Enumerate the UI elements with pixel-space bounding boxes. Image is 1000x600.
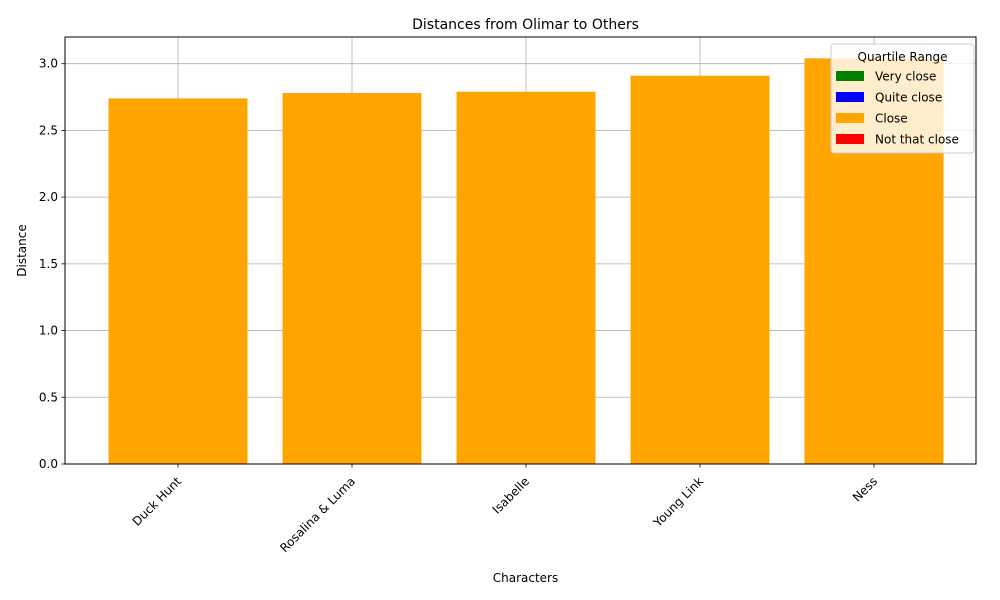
legend-label: Very close — [875, 70, 936, 84]
y-tick-label: 0.5 — [39, 390, 58, 404]
legend-box — [830, 43, 975, 154]
legend-label: Close — [875, 112, 908, 126]
bars — [108, 58, 944, 465]
y-axis-ticks: 0.0 0.5 1.0 1.5 2.0 2.5 3.0 — [39, 57, 65, 471]
legend-swatch — [836, 92, 864, 102]
legend-swatch — [836, 71, 864, 81]
y-axis-title: Distance — [15, 224, 29, 276]
legend: Quartile Range Very close Quite close Clos… — [830, 43, 975, 154]
chart-title: Distances from Olimar to Others — [412, 17, 639, 33]
bar — [456, 91, 596, 464]
legend-swatch — [836, 113, 864, 123]
legend-label: Not that close — [875, 133, 959, 147]
y-tick-label: 1.0 — [39, 324, 58, 338]
legend-label: Quite close — [875, 91, 942, 105]
legend-swatch — [836, 134, 864, 144]
y-tick-label: 1.5 — [39, 257, 58, 271]
y-tick-label: 3.0 — [39, 57, 58, 71]
bar — [630, 75, 770, 465]
x-axis-title: Characters — [493, 571, 559, 585]
bar — [108, 98, 248, 464]
y-tick-label: 2.5 — [39, 123, 58, 137]
y-tick-label: 2.0 — [39, 190, 58, 204]
bar — [282, 93, 422, 464]
y-tick-label: 0.0 — [39, 457, 58, 471]
plot-frame — [64, 36, 977, 465]
legend-title: Quartile Range — [858, 50, 948, 64]
